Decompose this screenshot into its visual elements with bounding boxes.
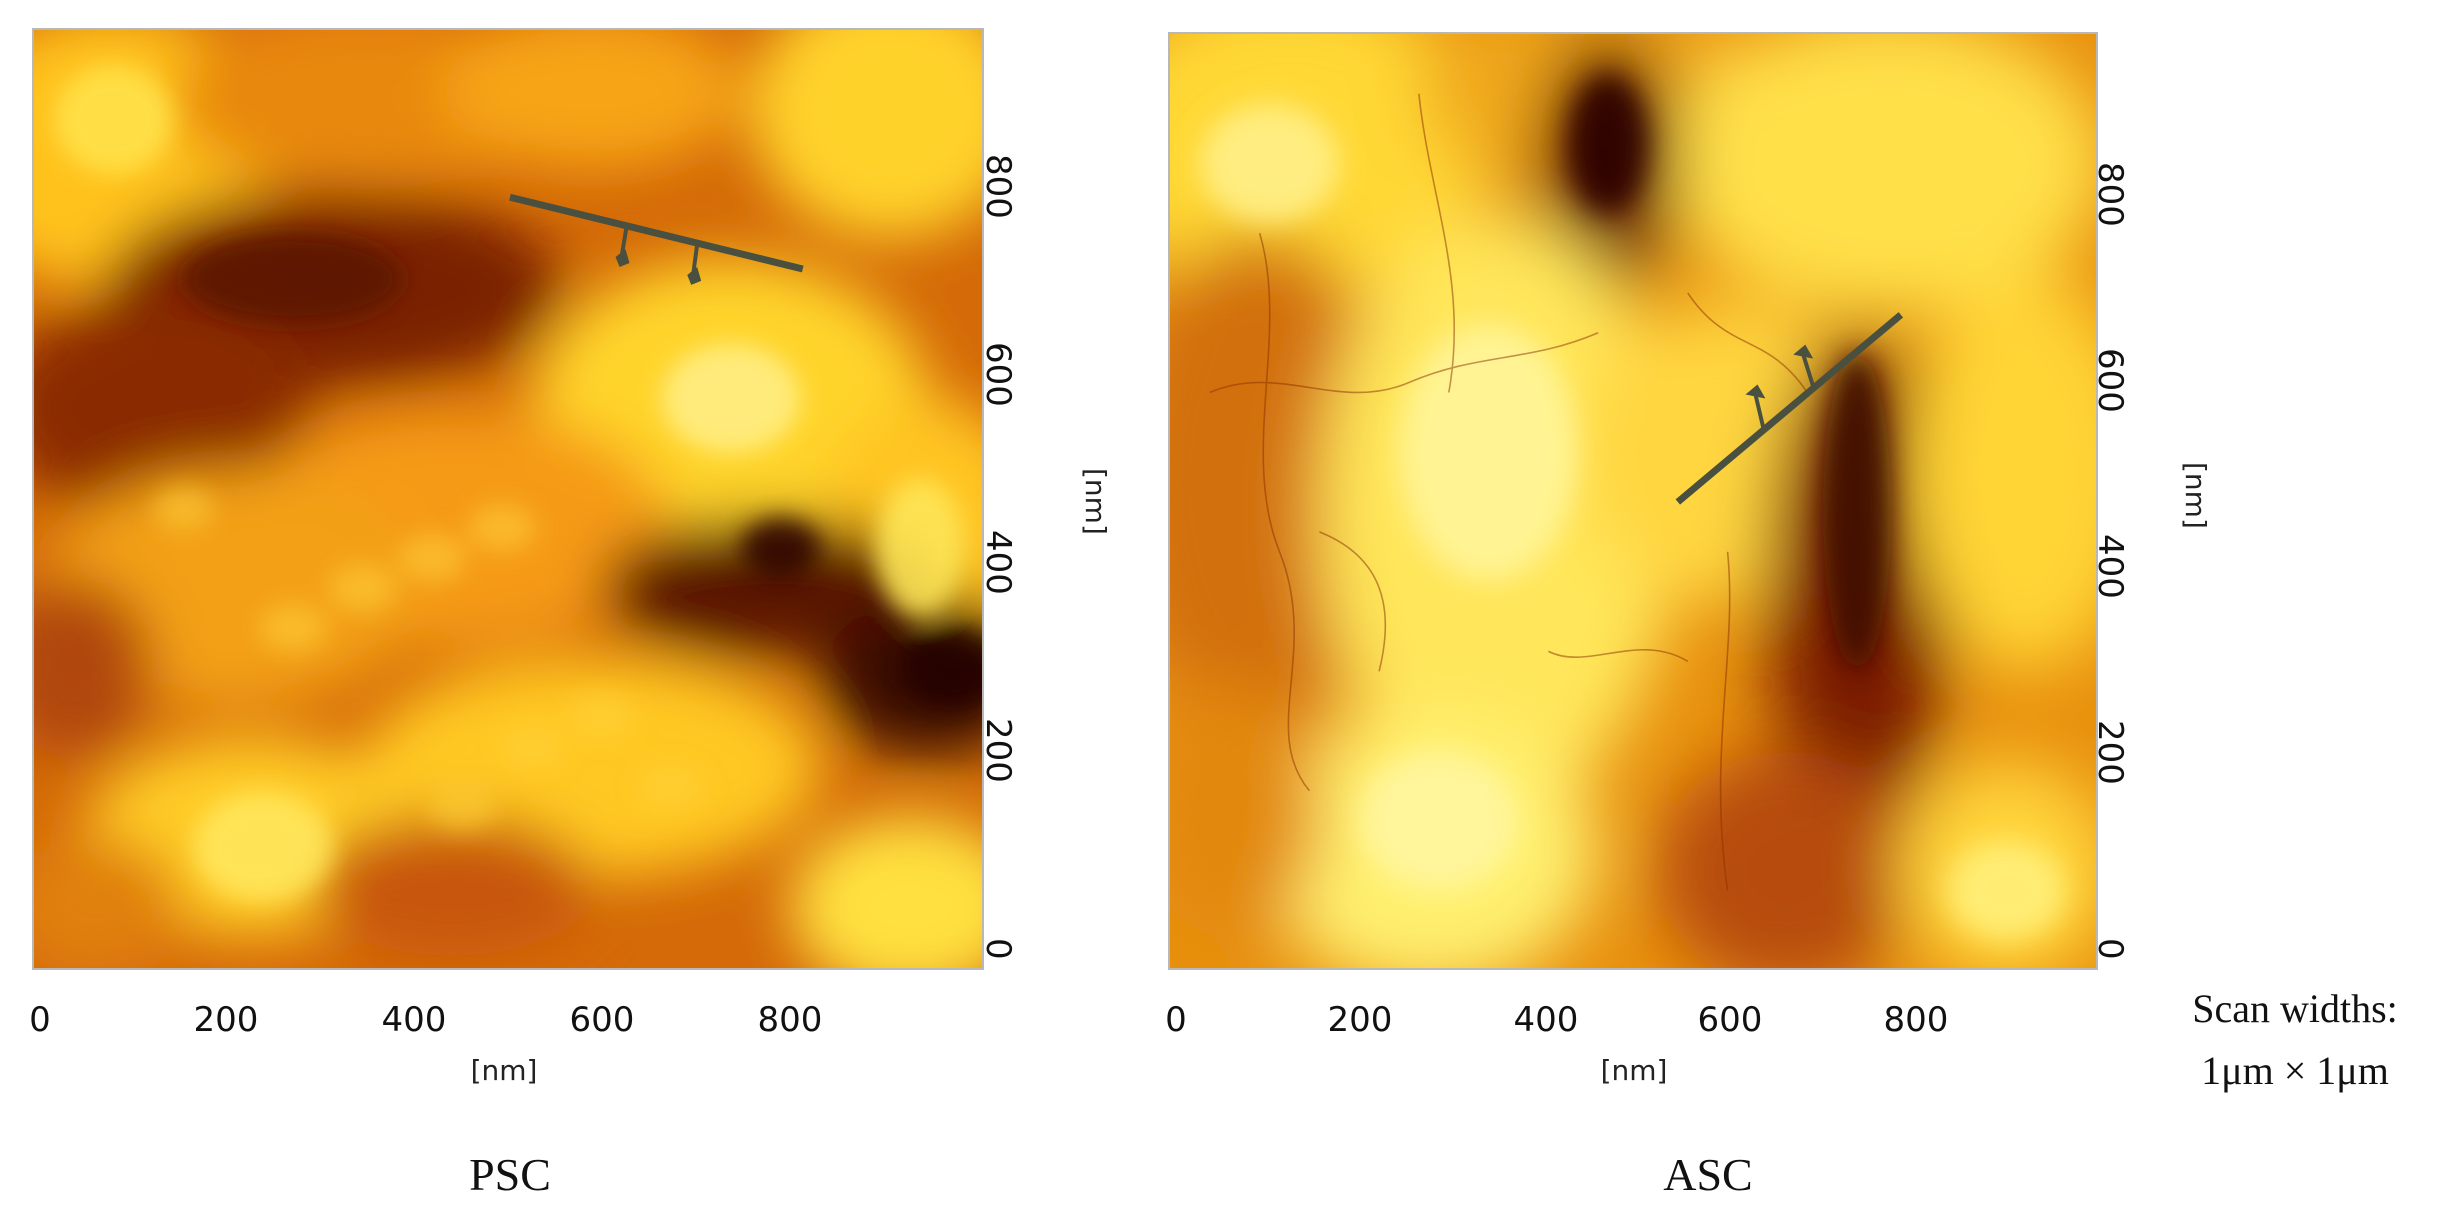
asc-x-tick-400: 400 [1513,1000,1579,1040]
psc-marker-2 [687,266,702,285]
asc-caption: ASC [1663,1149,1753,1200]
psc-x-tick-800: 800 [757,1000,823,1040]
psc-profile-line [509,193,804,285]
psc-x-tick-200: 200 [193,1000,259,1040]
asc-y-tick-600: 600 [2090,348,2130,413]
scan-width-note: Scan widths: 1μm × 1μm [2150,978,2440,1102]
asc-y-tick-200: 200 [2090,720,2130,785]
asc-x-tick-200: 200 [1327,1000,1393,1040]
scan-width-label: Scan widths: [2192,986,2398,1031]
asc-x-unit: [nm] [1600,1054,1668,1087]
asc-x-tick-800: 800 [1883,1000,1949,1040]
asc-y-tick-400: 400 [2090,534,2130,599]
scan-width-value: 1μm × 1μm [2201,1048,2389,1093]
psc-x-tick-0: 0 [29,1000,51,1040]
psc-topography [34,30,982,968]
asc-y-tick-800: 800 [2090,162,2130,227]
psc-afm-image [32,28,984,970]
asc-profile-line [1675,312,1904,505]
asc-y-tick-0: 0 [2090,938,2130,960]
asc-afm-image [1168,32,2098,970]
asc-marker-2 [1793,344,1814,359]
asc-x-tick-0: 0 [1165,1000,1187,1040]
psc-x-tick-400: 400 [381,1000,447,1040]
psc-marker-1 [615,249,630,267]
psc-panel: 0 200 400 600 800 [nm] 0 200 400 600 800… [0,0,1150,1230]
psc-x-tick-600: 600 [569,1000,635,1040]
asc-marker-1 [1745,384,1766,399]
asc-x-tick-600: 600 [1697,1000,1763,1040]
asc-y-unit: [nm] [2179,462,2212,529]
psc-x-unit: [nm] [470,1054,538,1087]
psc-caption: PSC [469,1149,551,1200]
asc-topography [1170,34,2096,968]
